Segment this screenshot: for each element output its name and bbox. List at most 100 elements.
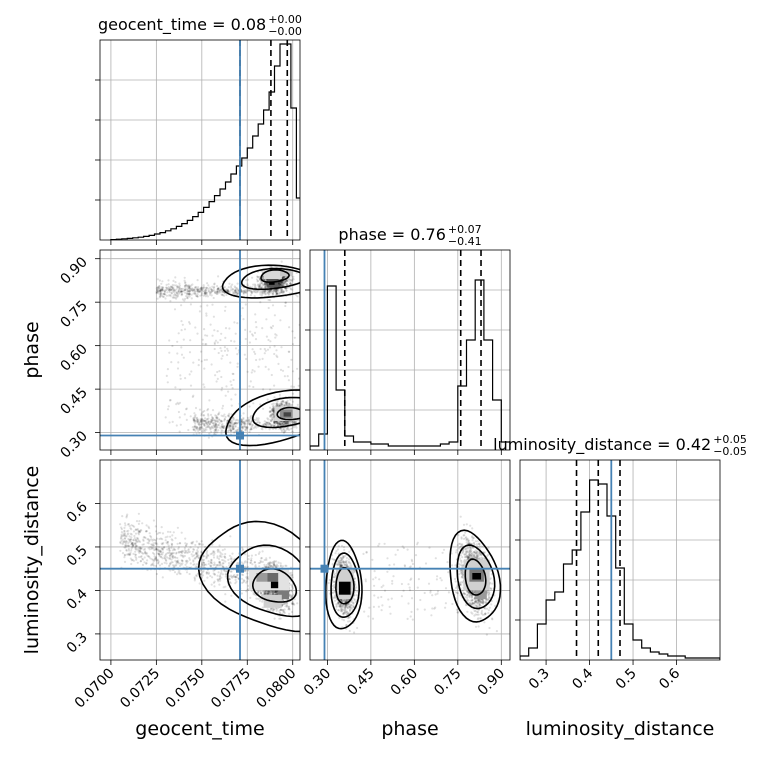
sample-point	[253, 593, 256, 596]
sample-point	[138, 555, 141, 559]
sample-point	[178, 288, 181, 291]
sample-point	[286, 279, 289, 282]
sample-point	[176, 561, 179, 564]
sample-point	[180, 531, 183, 534]
sample-point	[197, 358, 200, 361]
sample-point	[211, 576, 214, 579]
sample-point	[261, 560, 264, 564]
sample-point	[196, 332, 199, 335]
sample-point	[175, 552, 178, 555]
sample-point	[262, 291, 266, 294]
sample-point	[142, 548, 145, 551]
sample-point	[184, 287, 187, 290]
sample-point	[157, 289, 160, 292]
sample-point	[187, 288, 190, 291]
sample-point	[282, 428, 285, 431]
sample-point	[228, 424, 231, 427]
sample-point	[188, 293, 191, 296]
sample-point	[246, 576, 249, 580]
sample-point	[243, 561, 246, 564]
sample-point	[277, 282, 280, 285]
sample-point	[207, 420, 210, 423]
sample-point	[178, 416, 181, 419]
sample-point	[269, 564, 272, 567]
sample-point	[214, 374, 217, 377]
sample-point	[287, 428, 291, 432]
sample-point	[253, 331, 257, 334]
sample-point	[291, 279, 294, 282]
sample-point	[129, 540, 132, 543]
sample-point	[279, 427, 282, 430]
sample-point	[270, 373, 273, 377]
sample-point	[234, 291, 237, 294]
sample-point	[292, 370, 295, 373]
sample-point	[242, 291, 245, 294]
sample-point	[231, 372, 234, 375]
sample-point	[268, 289, 272, 292]
sample-point	[188, 290, 191, 293]
sample-point	[248, 289, 252, 292]
sample-point	[284, 423, 287, 426]
sample-point	[192, 394, 195, 397]
sample-point	[196, 295, 199, 298]
sample-point	[185, 544, 188, 547]
sample-point	[200, 286, 203, 289]
sample-point	[128, 539, 131, 542]
sample-point	[233, 423, 236, 426]
sample-point	[191, 542, 194, 545]
sample-point	[233, 289, 236, 292]
sample-point	[246, 561, 249, 564]
sample-point	[249, 416, 252, 419]
sample-point	[215, 380, 218, 383]
sample-point	[171, 552, 174, 555]
sample-point	[264, 591, 267, 594]
sample-point	[207, 413, 210, 416]
sample-point	[234, 424, 237, 427]
sample-point	[159, 555, 162, 558]
sample-point	[253, 291, 256, 294]
sample-point	[265, 565, 268, 569]
sample-point	[290, 594, 293, 597]
sample-point	[274, 422, 277, 425]
sample-point	[278, 617, 281, 620]
sample-point	[216, 291, 219, 294]
sample-point	[268, 423, 272, 426]
sample-point	[287, 350, 290, 353]
sample-point	[276, 289, 279, 292]
sample-point	[159, 289, 162, 292]
sample-point	[184, 297, 187, 300]
sample-point	[196, 427, 199, 430]
sample-point	[195, 427, 198, 431]
sample-point	[261, 428, 264, 431]
sample-point	[203, 358, 206, 362]
sample-point	[284, 605, 287, 608]
sample-point	[187, 284, 190, 287]
sample-point	[200, 422, 203, 425]
sample-point	[255, 597, 258, 600]
sample-point	[279, 404, 282, 407]
sample-point	[268, 563, 271, 566]
sample-point	[155, 559, 158, 562]
sample-point	[270, 265, 273, 269]
sample-point	[291, 421, 294, 424]
sample-point	[214, 425, 217, 428]
sample-point	[252, 385, 255, 389]
sample-point	[206, 282, 209, 285]
sample-point	[271, 324, 275, 328]
sample-point	[216, 425, 219, 428]
sample-point	[231, 283, 234, 286]
sample-point	[189, 384, 193, 387]
sample-point	[205, 426, 208, 429]
sample-point	[234, 429, 237, 432]
sample-point	[126, 533, 129, 536]
sample-point	[235, 580, 238, 583]
sample-point	[183, 299, 186, 302]
sample-point	[187, 548, 190, 551]
sample-point	[273, 420, 276, 423]
sample-point	[234, 419, 237, 422]
sample-point	[267, 292, 270, 295]
sample-point	[275, 421, 278, 424]
sample-point	[282, 602, 286, 606]
sample-point	[267, 593, 270, 596]
sample-point	[198, 542, 201, 545]
